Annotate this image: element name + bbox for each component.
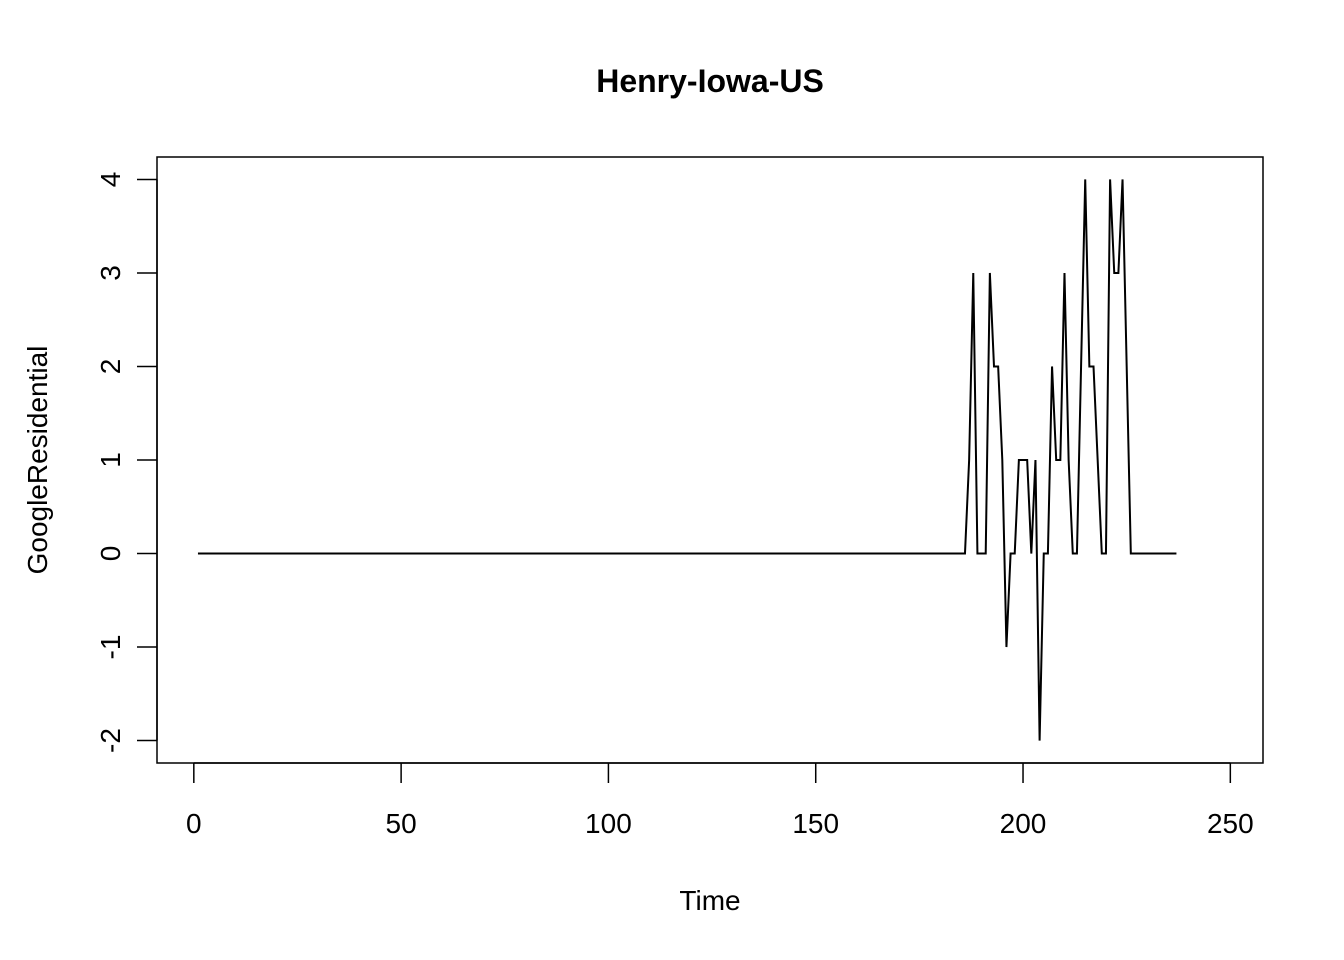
x-tick-label: 0 [186,808,202,839]
x-tick-label: 100 [585,808,632,839]
y-tick-label: -1 [95,635,126,660]
x-tick-label: 250 [1207,808,1254,839]
y-tick-label: -2 [95,728,126,753]
x-axis: 0 50 100 150 200 250 [186,762,1254,839]
y-axis: -2 -1 0 1 2 3 4 [95,172,158,753]
y-tick-label: 1 [95,452,126,468]
x-tick-label: 200 [1000,808,1047,839]
y-tick-label: 3 [95,265,126,281]
y-tick-label: 2 [95,359,126,375]
x-tick-label: 50 [386,808,417,839]
y-axis-label: GoogleResidential [22,346,53,575]
x-tick-label: 150 [792,808,839,839]
series-line [197,179,1177,741]
y-tick-label: 4 [95,172,126,188]
chart-title: Henry-Iowa-US [596,63,824,99]
x-axis-label: Time [679,885,740,916]
y-tick-label: 0 [95,546,126,562]
